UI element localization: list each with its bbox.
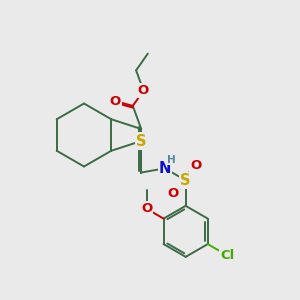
Text: S: S bbox=[136, 134, 146, 148]
Text: O: O bbox=[141, 202, 152, 215]
Text: O: O bbox=[190, 159, 202, 172]
Text: S: S bbox=[180, 173, 191, 188]
Text: H: H bbox=[167, 155, 176, 165]
Text: Cl: Cl bbox=[220, 249, 234, 262]
Text: O: O bbox=[138, 84, 149, 97]
Text: O: O bbox=[109, 94, 121, 108]
Text: N: N bbox=[159, 161, 171, 176]
Text: O: O bbox=[167, 187, 178, 200]
